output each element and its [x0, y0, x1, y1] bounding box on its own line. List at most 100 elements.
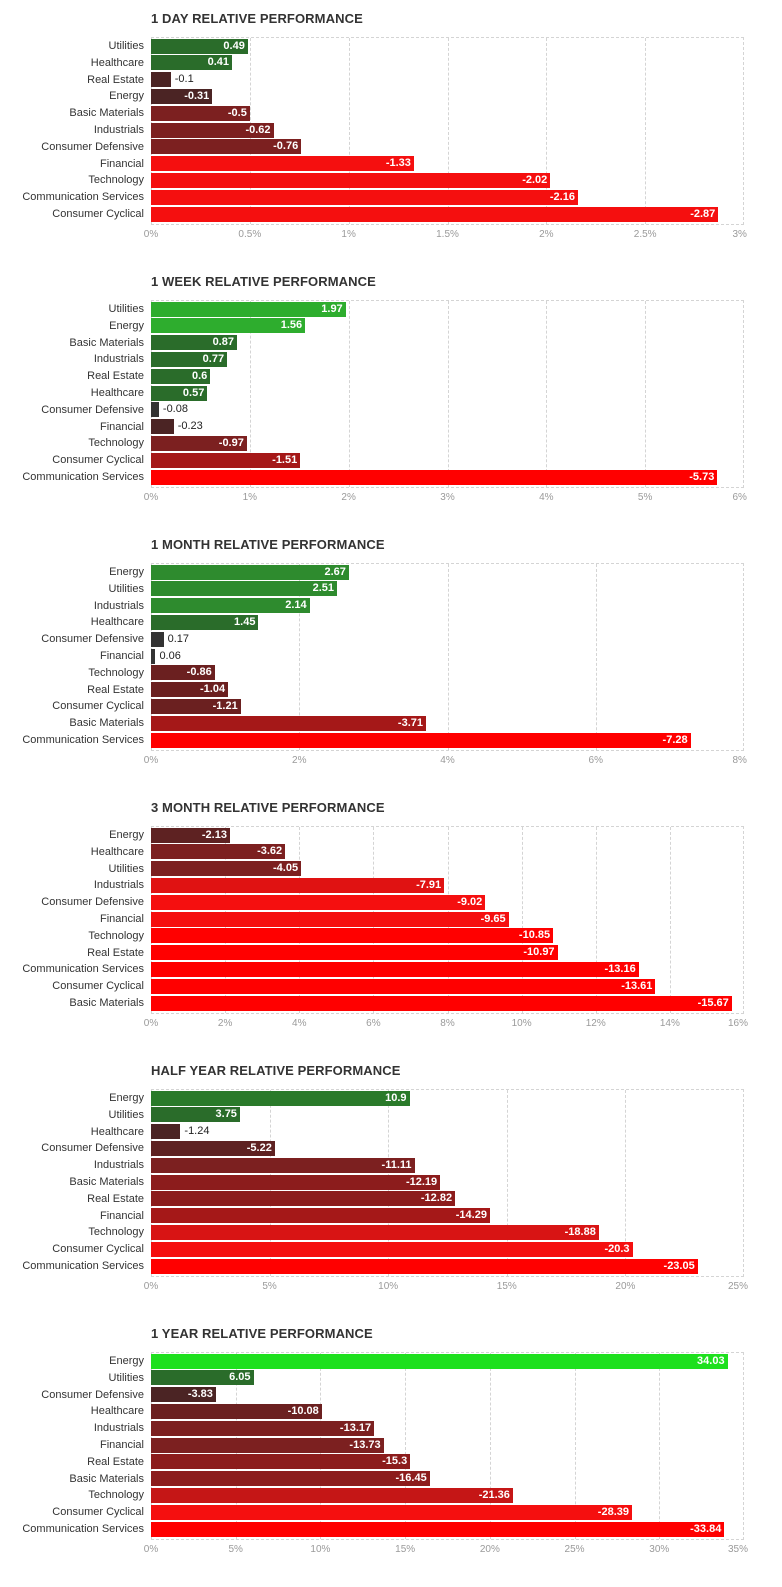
value-label: 3.75	[215, 1108, 237, 1121]
bar	[151, 1420, 375, 1436]
category-label: Healthcare	[90, 616, 144, 629]
bar	[151, 469, 718, 485]
x-tick-label: 8%	[440, 1018, 455, 1029]
value-label: -1.24	[184, 1125, 210, 1138]
bar	[151, 172, 551, 188]
x-tick-label: 10%	[310, 1544, 331, 1555]
bar	[151, 1191, 456, 1207]
category-label: Industrials	[93, 353, 144, 366]
gridline	[348, 301, 350, 487]
value-label: 2.67	[324, 565, 346, 578]
value-label: 0.6	[192, 369, 208, 382]
category-label: Consumer Defensive	[41, 633, 144, 646]
value-label: 1.97	[321, 302, 343, 315]
bar	[151, 877, 445, 893]
category-label: Healthcare	[90, 387, 144, 399]
value-label: -12.82	[420, 1192, 453, 1205]
x-tick-label: 25%	[727, 1281, 749, 1292]
category-label: Real Estate	[87, 1455, 144, 1468]
category-label: Healthcare	[90, 56, 144, 69]
gridline	[546, 38, 548, 224]
gridline	[489, 1353, 491, 1539]
bar	[151, 1241, 633, 1257]
bar	[151, 88, 213, 104]
category-label: Consumer Cyclical	[52, 1506, 144, 1519]
category-label: Technology	[88, 929, 144, 942]
value-label: -10.08	[287, 1404, 319, 1417]
category-label: Financial	[99, 1209, 144, 1222]
bar	[151, 1124, 181, 1140]
bar	[151, 156, 414, 172]
category-label: Communication Services	[22, 963, 144, 976]
x-tick-label: 1%	[341, 229, 356, 240]
x-tick-label: 35%	[727, 1544, 749, 1555]
bar	[151, 1258, 698, 1274]
chart-panel-1: 1 DAY RELATIVE PERFORMANCE 0% 0.5% 1% 1.5% 2%…	[0, 0, 782, 262]
bar	[151, 139, 302, 155]
bar	[151, 105, 250, 121]
gridline	[574, 1353, 576, 1539]
value-label: -12.19	[405, 1175, 438, 1188]
chart-title: HALF YEAR RELATIVE PERFORMANCE	[151, 1063, 401, 1078]
category-label: Technology	[88, 437, 144, 450]
x-tick-label: 5%	[637, 492, 653, 503]
bar	[151, 1224, 599, 1240]
value-label: -0.86	[186, 666, 212, 679]
bar	[151, 861, 302, 877]
category-label: Technology	[88, 1226, 144, 1239]
bar	[151, 844, 286, 860]
gridline	[405, 1353, 407, 1539]
bar	[151, 1454, 411, 1470]
category-label: Communication Services	[22, 734, 144, 746]
bar	[151, 665, 215, 681]
bar	[151, 122, 274, 138]
category-label: Energy	[109, 319, 144, 332]
x-tick-label: 0%	[143, 492, 159, 503]
x-tick-label: 0%	[143, 1544, 159, 1555]
value-label: -10.85	[518, 929, 551, 942]
x-tick-label: 30%	[649, 1544, 670, 1555]
bar	[151, 928, 554, 944]
value-label: -14.29	[455, 1209, 487, 1222]
category-label: Real Estate	[87, 946, 144, 959]
bar	[151, 368, 211, 384]
chart-panel-4: 3 MONTH RELATIVE PERFORMANCE 0% 2% 4% 6% 8% 10…	[0, 789, 782, 1051]
category-label: Healthcare	[90, 1125, 144, 1138]
category-label: Consumer Defensive	[41, 403, 144, 416]
value-label: -0.62	[245, 123, 271, 136]
chart-panel-6: 1 YEAR RELATIVE PERFORMANCE 0% 5% 10% 15% 20%…	[0, 1315, 782, 1577]
x-tick-label: 0.5%	[238, 229, 262, 240]
value-label: 0.87	[212, 336, 234, 349]
category-label: Healthcare	[90, 845, 144, 858]
category-label: Utilities	[108, 1371, 144, 1384]
x-tick-label: 5%	[262, 1281, 277, 1292]
x-tick-label: 15%	[395, 1544, 416, 1555]
value-label: -16.45	[395, 1472, 427, 1485]
category-label: Consumer Defensive	[41, 140, 144, 153]
x-tick-label: 12%	[585, 1018, 606, 1029]
bar	[151, 598, 310, 614]
value-label: -20.3	[604, 1242, 630, 1255]
category-label: Consumer Defensive	[41, 896, 144, 909]
category-label: Healthcare	[90, 1405, 144, 1418]
value-label: -0.76	[273, 140, 299, 153]
category-label: Basic Materials	[69, 1176, 144, 1188]
chart-title: 3 MONTH RELATIVE PERFORMANCE	[151, 800, 385, 815]
category-label: Financial	[99, 913, 144, 925]
value-label: -15.3	[382, 1455, 408, 1468]
bar	[151, 698, 241, 714]
x-tick-label: 2%	[341, 492, 356, 503]
x-tick-label: 2%	[292, 755, 307, 766]
category-label: Industrials	[93, 124, 144, 136]
bar	[151, 189, 578, 205]
category-label: Basic Materials	[69, 1472, 144, 1485]
category-label: Industrials	[93, 599, 144, 612]
bar	[151, 1521, 725, 1537]
x-tick-label: 10%	[378, 1281, 399, 1292]
category-label: Utilities	[108, 1108, 144, 1121]
value-label: -15.67	[697, 996, 729, 1009]
gridline	[447, 301, 449, 487]
category-label: Consumer Defensive	[41, 1142, 144, 1155]
chart-title: 1 WEEK RELATIVE PERFORMANCE	[151, 274, 376, 289]
bar	[151, 827, 230, 843]
